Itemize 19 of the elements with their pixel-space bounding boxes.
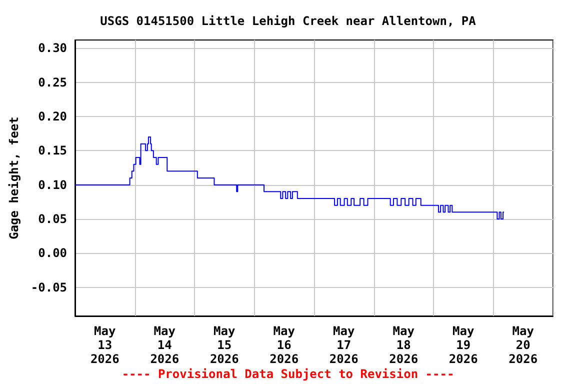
- x-tick-label: May 18 2026: [389, 324, 418, 366]
- text: ---- Provisional Data Subject to Revision ----: [122, 367, 454, 381]
- y-tick-label: 0.25: [38, 75, 68, 90]
- x-tick-label: May 19 2026: [448, 324, 478, 366]
- x-tick-label: May 20 2026: [508, 324, 538, 366]
- y-tick-label: 0.00: [38, 246, 68, 260]
- x-tick-label: May 17 2026: [329, 324, 358, 366]
- y-tick-label: -0.05: [30, 280, 68, 294]
- y-tick-label: 0.05: [38, 212, 68, 226]
- y-tick-label: 0.20: [38, 110, 68, 124]
- x-tick-label: May 16 2026: [270, 324, 299, 366]
- y-axis-title: Gage height, feet: [7, 116, 21, 240]
- y-tick-label: 0.10: [38, 178, 68, 192]
- x-tick-label: May 14 2026: [150, 324, 180, 366]
- x-tick-label: May 15 2026: [210, 324, 239, 366]
- y-tick-label: 0.15: [38, 144, 68, 158]
- chart-title: USGS 01451500 Little Lehigh Creek near Allentown, PA: [100, 14, 477, 28]
- x-tick-label: May 13 2026: [90, 324, 120, 366]
- y-tick-label: 0.30: [38, 41, 68, 56]
